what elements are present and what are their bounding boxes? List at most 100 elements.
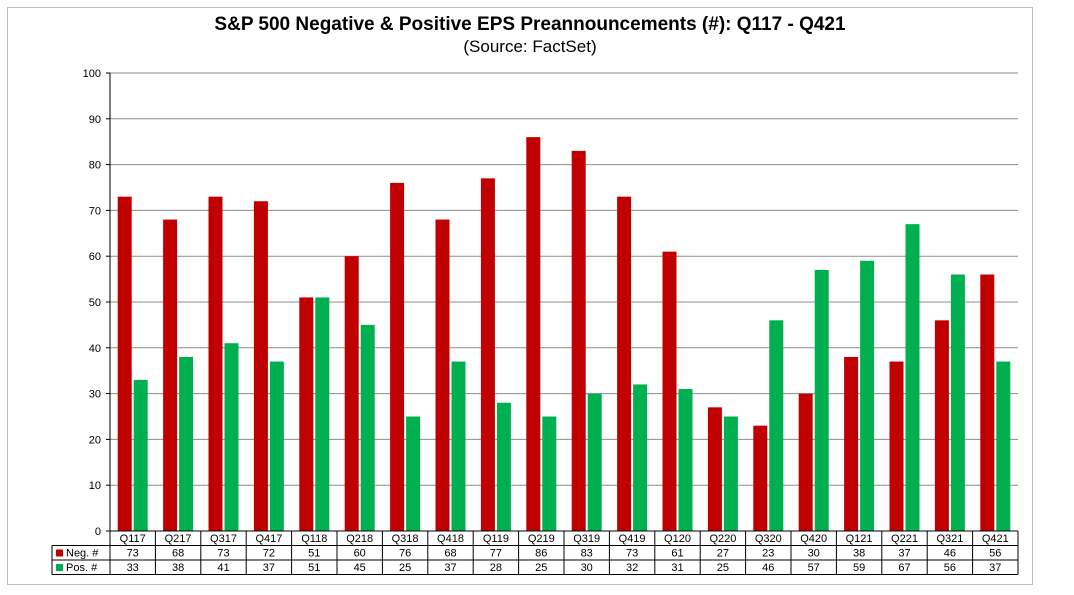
x-tick-label: Q118 <box>301 533 327 545</box>
chart-title: S&P 500 Negative & Positive EPS Preannou… <box>214 14 846 35</box>
x-tick-label: Q419 <box>619 533 646 545</box>
data-label-pos: 59 <box>853 562 865 574</box>
x-tick-label: Q320 <box>755 533 782 545</box>
bar-neg <box>798 393 813 531</box>
x-tick-label: Q318 <box>392 533 419 545</box>
x-tick-label: Q218 <box>346 533 373 545</box>
y-tick-label: 90 <box>89 114 101 126</box>
bar-pos <box>678 389 693 531</box>
data-label-pos: 56 <box>944 562 956 574</box>
y-tick-label: 100 <box>83 68 101 80</box>
bar-neg <box>117 196 132 531</box>
bar-neg <box>934 320 949 531</box>
bar-pos <box>269 361 284 531</box>
data-label-neg: 51 <box>308 548 320 560</box>
bar-neg <box>344 256 359 531</box>
legend-label-neg: Neg. # <box>66 548 99 560</box>
bar-pos <box>723 416 738 531</box>
bar-neg <box>390 182 405 532</box>
data-label-neg: 60 <box>354 548 366 560</box>
data-label-pos: 46 <box>762 562 774 574</box>
legend-swatch-pos <box>56 564 63 571</box>
bar-pos <box>996 361 1011 531</box>
data-label-pos: 31 <box>671 562 683 574</box>
data-label-neg: 68 <box>172 548 184 560</box>
y-tick-label: 60 <box>89 251 101 263</box>
bar-neg <box>299 297 314 531</box>
bar-pos <box>133 379 148 531</box>
data-label-pos: 51 <box>308 562 320 574</box>
bar-pos <box>950 274 965 531</box>
data-label-neg: 73 <box>626 548 638 560</box>
bar-neg <box>980 274 995 531</box>
x-tick-label: Q417 <box>255 533 282 545</box>
data-label-neg: 38 <box>853 548 865 560</box>
x-tick-label: Q321 <box>936 533 963 545</box>
data-label-pos: 37 <box>989 562 1001 574</box>
data-label-pos: 30 <box>581 562 593 574</box>
bar-neg <box>753 425 768 531</box>
x-tick-label: Q217 <box>165 533 192 545</box>
data-label-pos: 25 <box>717 562 729 574</box>
bar-pos <box>179 356 194 531</box>
y-tick-label: 50 <box>89 297 101 309</box>
data-label-pos: 67 <box>898 562 910 574</box>
data-label-neg: 77 <box>490 548 502 560</box>
data-label-neg: 37 <box>898 548 910 560</box>
x-tick-label: Q221 <box>891 533 918 545</box>
gridlines <box>106 72 1018 532</box>
x-tick-label: Q117 <box>120 533 146 545</box>
x-tick-label: Q219 <box>528 533 555 545</box>
x-tick-label: Q421 <box>982 533 1009 545</box>
bar-neg <box>571 150 586 532</box>
bar-pos <box>814 269 829 531</box>
data-label-pos: 37 <box>444 562 456 574</box>
data-table: Q117 Q217 Q317 Q417 Q118 Q218 Q318 Q418 Q119 Q219… <box>51 530 1019 575</box>
data-label-neg: 23 <box>762 548 774 560</box>
data-label-pos: 32 <box>626 562 638 574</box>
x-tick-label: Q319 <box>573 533 600 545</box>
bar-neg <box>662 251 677 531</box>
data-label-pos: 28 <box>490 562 502 574</box>
x-tick-label: Q220 <box>709 533 736 545</box>
data-label-neg: 30 <box>808 548 820 560</box>
x-tick-label: Q420 <box>800 533 827 545</box>
y-tick-label: 40 <box>89 343 101 355</box>
data-label-neg: 73 <box>217 548 229 560</box>
bar-pos <box>542 416 557 531</box>
x-tick-label: Q317 <box>210 533 237 545</box>
y-tick-label: 10 <box>89 480 101 492</box>
bar-pos <box>769 320 784 531</box>
data-label-neg: 73 <box>127 548 139 560</box>
chart-subtitle: (Source: FactSet) <box>463 37 597 56</box>
bar-neg <box>208 196 223 531</box>
x-tick-label: Q418 <box>437 533 464 545</box>
data-label-pos: 33 <box>127 562 139 574</box>
bar-neg <box>435 219 450 531</box>
x-tick-label: Q119 <box>483 533 509 545</box>
bar-pos <box>360 324 375 531</box>
bar-pos <box>315 297 330 531</box>
data-label-neg: 56 <box>989 548 1001 560</box>
legend-label-pos: Pos. # <box>66 562 98 574</box>
data-label-neg: 46 <box>944 548 956 560</box>
bar-pos <box>224 343 239 531</box>
x-tick-label: Q121 <box>846 533 873 545</box>
data-label-pos: 25 <box>535 562 547 574</box>
bar-pos <box>406 416 421 531</box>
bar-pos <box>451 361 466 531</box>
y-tick-label: 0 <box>95 526 101 538</box>
data-label-pos: 37 <box>263 562 275 574</box>
data-label-neg: 27 <box>717 548 729 560</box>
bar-pos <box>496 402 511 531</box>
data-label-pos: 38 <box>172 562 184 574</box>
bar-neg <box>163 219 178 531</box>
y-tick-label: 20 <box>89 434 101 446</box>
bar-neg <box>526 137 541 531</box>
bar-neg <box>253 201 268 532</box>
bar-neg <box>889 361 904 531</box>
y-axis-ticks: 0 10 20 30 40 50 60 70 80 90 100 <box>83 68 101 538</box>
bar-neg <box>844 356 859 531</box>
y-tick-label: 30 <box>89 389 101 401</box>
